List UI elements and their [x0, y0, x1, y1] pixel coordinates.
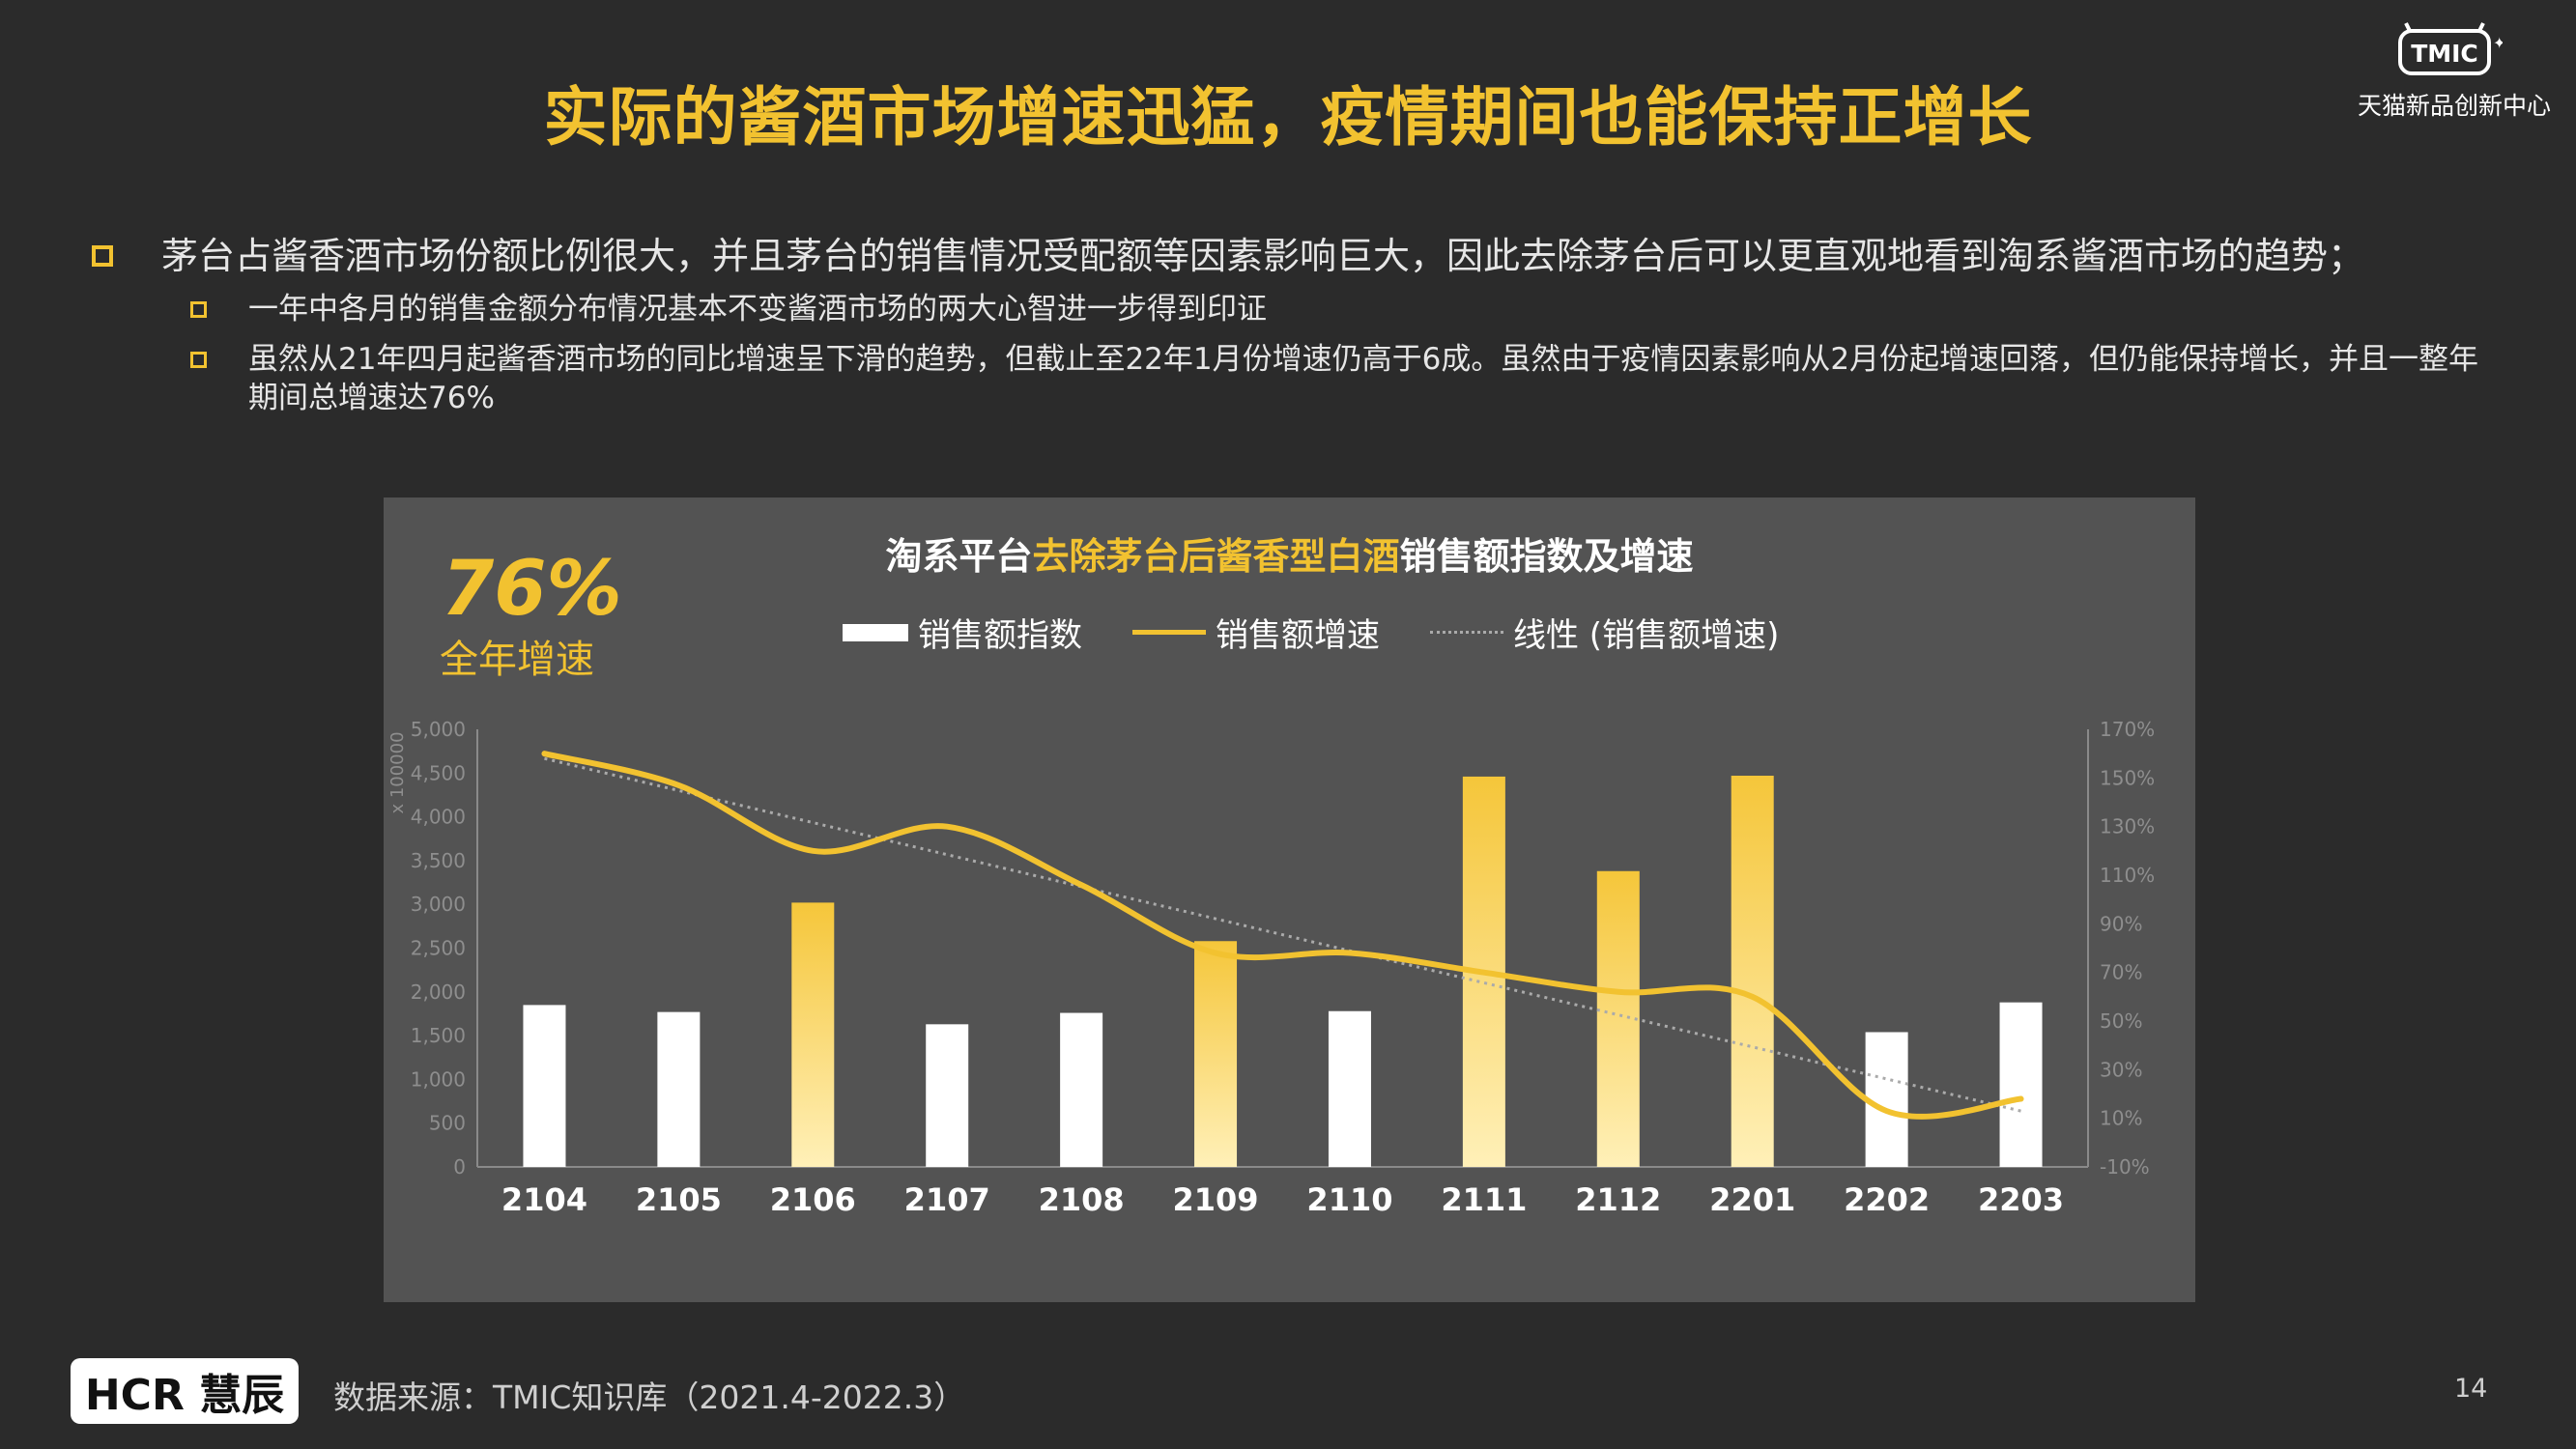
y-tick-label: 3,000 — [411, 893, 466, 916]
x-tick-label: 2106 — [770, 1181, 856, 1218]
y-tick-label: 4,000 — [411, 806, 466, 829]
bullet-sub-1-text: 一年中各月的销售金额分布情况基本不变酱酒市场的两大心智进一步得到印证 — [248, 292, 1267, 327]
x-tick-label: 2104 — [501, 1181, 587, 1218]
y-axis-unit: x 100000 — [387, 731, 408, 813]
bullet-square-icon — [190, 301, 207, 318]
y-tick-label: 4,500 — [411, 761, 466, 784]
y-tick-label: 500 — [429, 1112, 466, 1135]
x-tick-label: 2108 — [1039, 1181, 1125, 1218]
bullet-sub-2: 虽然从21年四月起酱香酒市场的同比增速呈下滑的趋势，但截止至22年1月份增速仍高… — [190, 340, 2507, 417]
x-tick-label: 2203 — [1978, 1181, 2064, 1218]
y2-tick-label: 150% — [2100, 766, 2155, 789]
bullet-list: 茅台占酱香酒市场份额比例很大，并且茅台的销售情况受配额等因素影响巨大，因此去除茅… — [92, 230, 2507, 417]
chart-plot: 0 500 1,000 1,500 2,000 2,500 3,000 3,500 4,000 4… — [387, 718, 2155, 1218]
y2-tick-label: 50% — [2100, 1009, 2142, 1033]
bullet-square-icon — [92, 245, 113, 267]
growth-line — [541, 751, 2024, 1120]
y2-tick-label: 170% — [2100, 718, 2155, 741]
legend-item-line: 销售额增速 — [1132, 609, 1380, 656]
svg-text:✦: ✦ — [2493, 34, 2503, 52]
y-tick-label: 2,500 — [411, 937, 466, 960]
x-tick-label: 2107 — [904, 1181, 990, 1218]
y-tick-label: 5,000 — [411, 718, 466, 741]
y-tick-label: 3,500 — [411, 849, 466, 872]
chart-title-part-1: 淘系平台 — [885, 535, 1033, 578]
page-title: 实际的酱酒市场增速迅猛，疫情期间也能保持正增长 — [543, 80, 2033, 155]
x-tick-label: 2202 — [1844, 1181, 1930, 1218]
x-tick-label: 2110 — [1306, 1181, 1392, 1218]
bullet-main: 茅台占酱香酒市场份额比例很大，并且茅台的销售情况受配额等因素影响巨大，因此去除茅… — [92, 230, 2507, 282]
x-tick-label: 2112 — [1575, 1181, 1661, 1218]
chart-panel: 淘系平台去除茅台后酱香型白酒销售额指数及增速 76% 全年增速 销售额指数 销售… — [384, 497, 2195, 1302]
y2-tick-label: 90% — [2100, 912, 2142, 935]
bar-2203 — [1999, 1002, 2043, 1167]
legend-trend-label: 线性 (销售额增速) — [1513, 616, 1780, 655]
bar-2201 — [1731, 776, 1774, 1167]
annual-growth-label: 全年增速 — [440, 638, 594, 682]
x-tick-label: 2105 — [636, 1181, 722, 1218]
page-number: 14 — [2454, 1374, 2488, 1404]
legend-item-trend: 线性 (销售额增速) — [1430, 609, 1779, 656]
bullet-sub-2-text: 虽然从21年四月起酱香酒市场的同比增速呈下滑的趋势，但截止至22年1月份增速仍高… — [248, 342, 2479, 415]
x-tick-label: 2201 — [1709, 1181, 1795, 1218]
logo-text: TMIC — [2411, 40, 2478, 68]
bullet-main-text: 茅台占酱香酒市场份额比例很大，并且茅台的销售情况受配额等因素影响巨大，因此去除茅… — [161, 235, 2365, 277]
bar-2109 — [1194, 941, 1238, 1167]
hcr-logo: HCR 慧辰 — [71, 1358, 299, 1424]
data-source: 数据来源：TMIC知识库（2021.4-2022.3） — [333, 1378, 966, 1416]
bullet-sub-1: 一年中各月的销售金额分布情况基本不变酱酒市场的两大心智进一步得到印证 — [190, 290, 2507, 328]
trend-line — [544, 756, 2021, 1113]
y2-tick-label: 110% — [2100, 864, 2155, 887]
y-tick-label: 0 — [453, 1155, 466, 1179]
bullet-square-icon — [190, 352, 207, 368]
bar-2106 — [791, 902, 835, 1167]
legend-bar-label: 销售额指数 — [918, 616, 1082, 655]
chart-title-part-2: 去除茅台后酱香型白酒 — [1032, 535, 1400, 578]
legend-item-bar: 销售额指数 — [843, 609, 1082, 656]
legend-bar-swatch — [843, 623, 908, 641]
bar-2107 — [926, 1024, 969, 1167]
legend-line-label: 销售额增速 — [1216, 616, 1380, 655]
y-tick-label: 1,000 — [411, 1067, 466, 1091]
legend-trend-swatch — [1430, 631, 1503, 634]
tmic-logo: TMIC ✦ 天猫新品创新中心 — [2358, 21, 2552, 122]
x-tick-label: 2111 — [1441, 1181, 1527, 1218]
x-tick-label: 2109 — [1173, 1181, 1259, 1218]
chart-title: 淘系平台去除茅台后酱香型白酒销售额指数及增速 — [384, 526, 2195, 580]
y-tick-label: 1,500 — [411, 1024, 466, 1047]
chart-legend: 销售额指数 销售额增速 线性 (销售额增速) — [843, 609, 1829, 656]
tmic-logo-icon: TMIC ✦ — [2398, 22, 2505, 75]
y-tick-label: 2,000 — [411, 980, 466, 1004]
legend-line-swatch — [1132, 630, 1206, 635]
y2-tick-label: 10% — [2100, 1107, 2142, 1130]
y2-tick-label: 70% — [2100, 961, 2142, 984]
bar-2112 — [1596, 870, 1640, 1167]
annual-growth-value: 76% — [442, 546, 622, 633]
y2-tick-label: 130% — [2100, 815, 2155, 838]
bar-2105 — [657, 1011, 701, 1167]
chart-title-part-3: 销售额指数及增速 — [1399, 535, 1694, 578]
logo-subtitle: 天猫新品创新中心 — [2358, 92, 2552, 120]
y2-tick-label: 30% — [2100, 1058, 2142, 1081]
bar-2202 — [1865, 1032, 1908, 1167]
bar-2110 — [1328, 1010, 1371, 1167]
bar-2108 — [1060, 1012, 1103, 1167]
bar-2104 — [523, 1005, 566, 1167]
y2-tick-label: -10% — [2100, 1155, 2150, 1179]
